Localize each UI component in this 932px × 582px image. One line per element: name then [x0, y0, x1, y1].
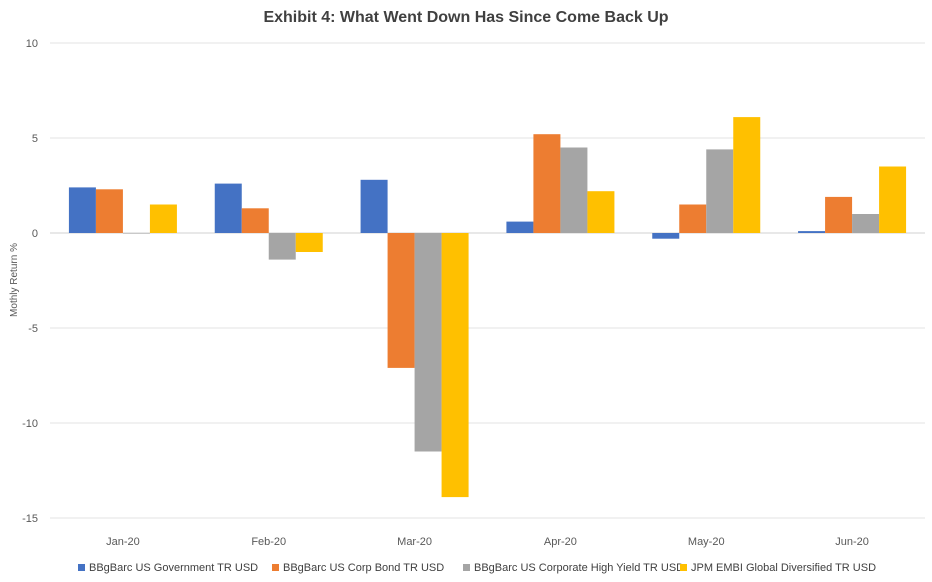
bar — [560, 147, 588, 233]
legend-label: JPM EMBI Global Diversified TR USD — [691, 562, 876, 574]
bar — [241, 208, 269, 233]
bar — [360, 179, 388, 233]
y-tick-label: 10 — [26, 38, 38, 50]
x-tick-label: May-20 — [688, 536, 725, 548]
legend-swatch — [272, 564, 279, 571]
bar — [798, 231, 826, 233]
legend-swatch — [463, 564, 470, 571]
bar — [679, 204, 707, 233]
bar — [825, 196, 853, 233]
bars — [68, 117, 907, 498]
legend-label: BBgBarc US Corp Bond TR USD — [283, 562, 444, 574]
bar — [295, 233, 323, 252]
bar — [68, 187, 96, 233]
bar — [733, 117, 761, 233]
legend-swatch — [680, 564, 687, 571]
bar — [852, 214, 880, 233]
legend: BBgBarc US Government TR USD BBgBarc US C… — [78, 562, 876, 574]
y-tick-label: -5 — [28, 323, 38, 335]
y-tick-label: -10 — [22, 418, 38, 430]
bar — [387, 233, 415, 368]
y-axis-label: Mothly Return % — [9, 243, 20, 317]
chart-title: Exhibit 4: What Went Down Has Since Come… — [263, 9, 668, 26]
bar — [122, 233, 150, 234]
bar — [268, 233, 296, 260]
bar — [414, 233, 442, 452]
bar — [95, 189, 123, 233]
gridlines — [50, 42, 925, 519]
x-tick-label: Feb-20 — [251, 536, 286, 548]
bar — [441, 233, 469, 498]
bar — [706, 149, 734, 233]
bar — [506, 221, 534, 233]
x-axis-ticks: Jan-20 Feb-20 Mar-20 Apr-20 May-20 Jun-20 — [106, 536, 869, 548]
legend-label: BBgBarc US Corporate High Yield TR USD — [474, 562, 684, 574]
x-tick-label: Apr-20 — [544, 536, 577, 548]
y-tick-label: 0 — [32, 228, 38, 240]
x-tick-label: Jan-20 — [106, 536, 140, 548]
legend-label: BBgBarc US Government TR USD — [89, 562, 258, 574]
bar — [533, 134, 561, 233]
y-tick-label: 5 — [32, 133, 38, 145]
y-tick-label: -15 — [22, 513, 38, 525]
x-tick-label: Mar-20 — [397, 536, 432, 548]
bar — [652, 233, 680, 239]
bar — [879, 166, 907, 233]
bar — [149, 204, 177, 233]
legend-swatch — [78, 564, 85, 571]
bar — [587, 191, 615, 233]
y-axis-ticks: 10 5 0 -5 -10 -15 — [22, 38, 38, 525]
x-tick-label: Jun-20 — [835, 536, 869, 548]
bar — [214, 183, 242, 233]
